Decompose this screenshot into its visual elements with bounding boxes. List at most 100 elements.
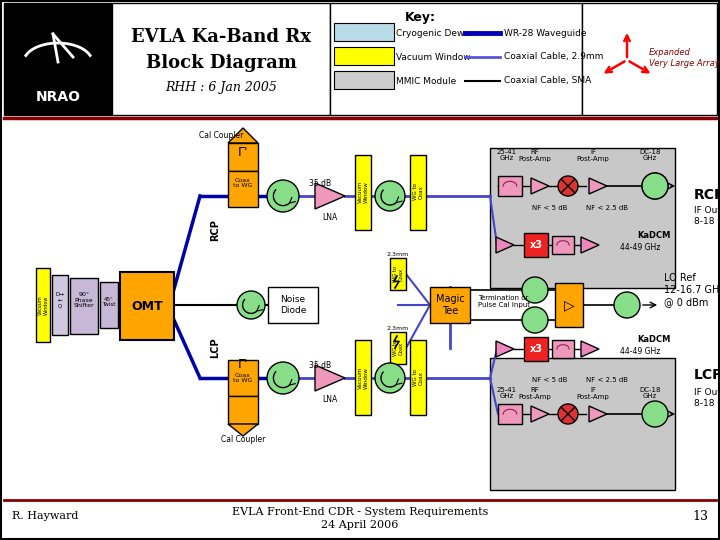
Text: Vacuum
Window: Vacuum Window (358, 181, 369, 203)
Text: LCP: LCP (694, 368, 720, 382)
Text: Cal Coupler: Cal Coupler (221, 435, 265, 444)
Polygon shape (531, 178, 549, 194)
Bar (112, 3, 330, 115)
Bar (498, 404, 522, 424)
Text: Vacuum
Window: Vacuum Window (37, 295, 48, 315)
Text: EVLA Ka-Band Rx: EVLA Ka-Band Rx (131, 28, 311, 46)
Bar (334, 47, 394, 65)
Text: Vacuum Window: Vacuum Window (396, 52, 471, 62)
Bar (410, 155, 426, 230)
Text: NRAO: NRAO (35, 90, 81, 104)
Polygon shape (315, 365, 345, 391)
Text: 2.3mm: 2.3mm (387, 326, 409, 330)
Bar (228, 143, 258, 171)
Circle shape (375, 181, 405, 211)
Text: RCP: RCP (210, 219, 220, 241)
Bar (268, 287, 318, 323)
Text: 35 dB: 35 dB (309, 361, 331, 370)
Bar (4, 3, 112, 115)
Circle shape (558, 404, 578, 424)
Text: NF < 5 dB: NF < 5 dB (532, 205, 567, 211)
Text: IF
Post-Amp: IF Post-Amp (577, 387, 609, 400)
Text: Coax
to WG: Coax to WG (233, 178, 253, 188)
Polygon shape (581, 341, 599, 357)
Text: EVLA Front-End CDR - System Requirements: EVLA Front-End CDR - System Requirements (232, 507, 488, 517)
Polygon shape (228, 424, 258, 436)
Text: Vacuum
Window: Vacuum Window (358, 367, 369, 389)
Text: Cryogenic Dewar: Cryogenic Dewar (396, 29, 474, 37)
Bar (228, 171, 258, 207)
Text: x3: x3 (529, 240, 542, 250)
Circle shape (522, 277, 548, 303)
Text: NF < 2.5 dB: NF < 2.5 dB (586, 205, 628, 211)
Text: Coax
to WG: Coax to WG (233, 373, 253, 383)
Circle shape (614, 292, 640, 318)
Bar (330, 3, 582, 115)
Text: 2.3mm: 2.3mm (387, 253, 409, 258)
Text: x3: x3 (529, 344, 542, 354)
Text: Γ': Γ' (238, 359, 248, 372)
Text: 90°
Phase
Shifter: 90° Phase Shifter (73, 292, 94, 308)
Text: KaDCM: KaDCM (637, 231, 671, 240)
Text: OMT: OMT (131, 300, 163, 313)
Circle shape (522, 307, 548, 333)
Text: IF
Post-Amp: IF Post-Amp (577, 148, 609, 161)
Circle shape (642, 173, 668, 199)
Text: IF Output
8-18 GHz: IF Output 8-18 GHz (694, 388, 720, 408)
Text: LNA: LNA (323, 213, 338, 222)
Text: 44-49 GHz: 44-49 GHz (620, 348, 660, 356)
Polygon shape (496, 237, 514, 253)
Text: Key:: Key: (405, 10, 436, 24)
Text: Magic
Tee: Magic Tee (436, 294, 464, 316)
Bar (35, 128, 480, 490)
Bar (228, 360, 258, 396)
Bar (555, 283, 583, 327)
Text: RHH : 6 Jan 2005: RHH : 6 Jan 2005 (165, 82, 277, 94)
Text: Cal Coupler: Cal Coupler (199, 131, 243, 139)
Text: R. Hayward: R. Hayward (12, 511, 78, 521)
Circle shape (642, 401, 668, 427)
Text: NF < 2.5 dB: NF < 2.5 dB (586, 377, 628, 383)
Text: WG to
Coax: WG to Coax (392, 340, 403, 356)
Text: Termination or
Pulse Cal Input: Termination or Pulse Cal Input (478, 294, 530, 307)
Text: LNA: LNA (323, 395, 338, 404)
Text: MMIC Module: MMIC Module (396, 77, 456, 85)
Bar (70, 278, 98, 334)
Bar (334, 23, 394, 41)
Text: WG to
Coax: WG to Coax (413, 369, 423, 387)
Bar (430, 287, 470, 323)
Text: 25-41
GHz: 25-41 GHz (497, 387, 517, 400)
Text: RF
Post-Amp: RF Post-Amp (518, 387, 552, 400)
Bar (490, 148, 675, 288)
Circle shape (267, 180, 299, 212)
Text: Coaxial Cable, SMA: Coaxial Cable, SMA (504, 77, 591, 85)
Bar (228, 396, 258, 424)
Text: 45°
Twist: 45° Twist (102, 296, 116, 307)
Bar (100, 282, 118, 328)
Text: RCP: RCP (694, 188, 720, 202)
Text: RF
Post-Amp: RF Post-Amp (518, 148, 552, 161)
Text: DC-18
GHz: DC-18 GHz (639, 148, 661, 161)
Text: 44-49 GHz: 44-49 GHz (620, 244, 660, 253)
Polygon shape (315, 183, 345, 209)
Bar (582, 3, 717, 115)
Circle shape (642, 173, 668, 199)
Text: ▷: ▷ (564, 298, 575, 312)
Text: WG to
Coax: WG to Coax (413, 184, 423, 200)
Text: WR-28 Waveguide: WR-28 Waveguide (504, 29, 587, 37)
Bar (52, 275, 68, 335)
Bar (524, 337, 548, 361)
Polygon shape (589, 178, 607, 194)
Polygon shape (496, 341, 514, 357)
Circle shape (558, 176, 578, 196)
Bar (35, 285, 200, 405)
Bar (552, 236, 574, 254)
Bar (390, 258, 406, 290)
Polygon shape (589, 406, 607, 422)
Circle shape (237, 291, 265, 319)
Text: Expanded
Very Large Array: Expanded Very Large Array (649, 48, 720, 68)
Bar (552, 340, 574, 358)
Bar (390, 332, 406, 364)
Text: LCP: LCP (210, 338, 220, 359)
Text: Γ': Γ' (238, 146, 248, 159)
